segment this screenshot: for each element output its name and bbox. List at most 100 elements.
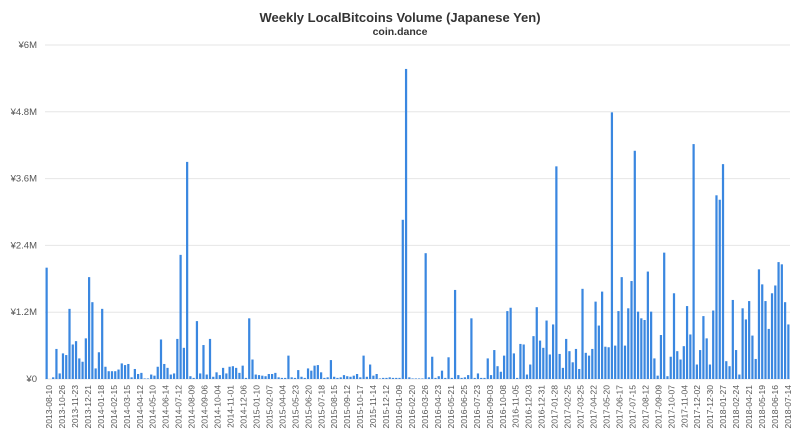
- bar: [434, 377, 437, 379]
- bar: [274, 372, 277, 379]
- x-tick-label: 2017-12-02: [692, 385, 702, 429]
- bar: [172, 373, 176, 379]
- bar: [731, 299, 734, 379]
- bar: [757, 269, 761, 379]
- bar: [718, 199, 721, 379]
- bar: [685, 306, 689, 379]
- bar: [254, 374, 257, 379]
- bar: [565, 338, 568, 379]
- bar: [558, 353, 561, 379]
- x-tick-label: 2014-05-10: [148, 385, 158, 429]
- bar: [199, 373, 202, 379]
- bar: [679, 359, 682, 379]
- bar: [627, 308, 630, 379]
- bar: [431, 356, 434, 379]
- bar: [339, 377, 342, 379]
- x-tick-label: 2017-12-30: [705, 385, 715, 429]
- bar: [418, 378, 421, 379]
- x-tick-label: 2017-04-22: [589, 385, 599, 429]
- bar: [502, 355, 506, 379]
- y-tick-label: ¥0: [25, 374, 37, 385]
- bar: [548, 354, 551, 379]
- x-tick-label: 2018-07-14: [783, 385, 793, 429]
- bar: [666, 376, 669, 379]
- bar: [401, 219, 404, 379]
- x-tick-label: 2018-05-19: [757, 385, 767, 429]
- bar: [617, 311, 620, 379]
- bar: [656, 375, 659, 379]
- y-tick-label: ¥2.4M: [10, 240, 37, 251]
- bar: [123, 365, 127, 379]
- x-tick-label: 2014-11-01: [226, 385, 236, 428]
- bar: [303, 377, 306, 379]
- bar: [117, 369, 120, 379]
- bar: [251, 359, 254, 379]
- bar: [783, 302, 787, 379]
- x-tick-label: 2018-06-16: [770, 385, 780, 429]
- x-tick-label: 2016-04-23: [433, 385, 443, 429]
- bar: [476, 373, 480, 379]
- bar: [395, 377, 398, 379]
- bar: [421, 378, 424, 379]
- bar: [767, 328, 770, 379]
- x-tick-label: 2016-12-31: [537, 385, 547, 429]
- bar: [385, 377, 388, 379]
- bar: [538, 340, 542, 379]
- bar: [601, 291, 604, 379]
- bar: [636, 311, 640, 379]
- bar: [450, 377, 453, 379]
- bar: [375, 373, 378, 379]
- bar: [744, 319, 747, 379]
- bar: [663, 252, 666, 379]
- bar: [764, 301, 767, 379]
- x-tick-label: 2017-11-04: [679, 385, 689, 428]
- bar: [692, 144, 695, 379]
- bar: [574, 348, 578, 379]
- bar: [614, 345, 617, 379]
- bar: [333, 376, 336, 379]
- x-tick-label: 2017-05-20: [601, 385, 611, 429]
- bar: [708, 364, 712, 379]
- bar: [447, 357, 450, 379]
- bar: [382, 377, 385, 379]
- bar: [437, 376, 440, 379]
- bar: [342, 375, 346, 379]
- bar: [316, 365, 319, 379]
- bar: [91, 302, 94, 379]
- bar: [52, 377, 55, 379]
- bar: [646, 271, 649, 379]
- bar: [329, 360, 333, 379]
- bar: [248, 318, 251, 379]
- x-tick-label: 2014-09-06: [200, 385, 210, 429]
- bar: [153, 375, 156, 379]
- bar: [467, 375, 470, 379]
- bar: [712, 310, 715, 379]
- bar: [58, 373, 61, 379]
- bar: [519, 343, 522, 379]
- bar: [378, 378, 382, 379]
- bar: [457, 375, 460, 379]
- x-tick-label: 2015-11-14: [368, 385, 378, 428]
- x-tick-label: 2016-05-21: [446, 385, 456, 429]
- bar: [74, 341, 78, 379]
- bar: [365, 376, 368, 379]
- bar: [741, 308, 744, 379]
- x-tick-label: 2016-12-03: [524, 385, 534, 429]
- bar: [780, 264, 783, 379]
- x-tick-label: 2016-11-05: [511, 385, 521, 428]
- x-tick-label: 2017-06-17: [614, 385, 624, 429]
- x-tick-label: 2015-06-20: [303, 385, 313, 429]
- bar: [388, 377, 391, 379]
- x-tick-label: 2016-01-09: [394, 385, 404, 429]
- x-tick-label: 2018-02-24: [731, 385, 741, 429]
- bar: [355, 373, 359, 379]
- bar: [705, 338, 708, 379]
- bar: [496, 366, 499, 379]
- bar: [440, 370, 444, 379]
- bar: [159, 339, 163, 379]
- x-tick-label: 2015-02-07: [264, 385, 274, 429]
- bar: [84, 338, 87, 379]
- bar: [369, 364, 372, 379]
- bar: [483, 377, 486, 379]
- bar: [143, 378, 146, 379]
